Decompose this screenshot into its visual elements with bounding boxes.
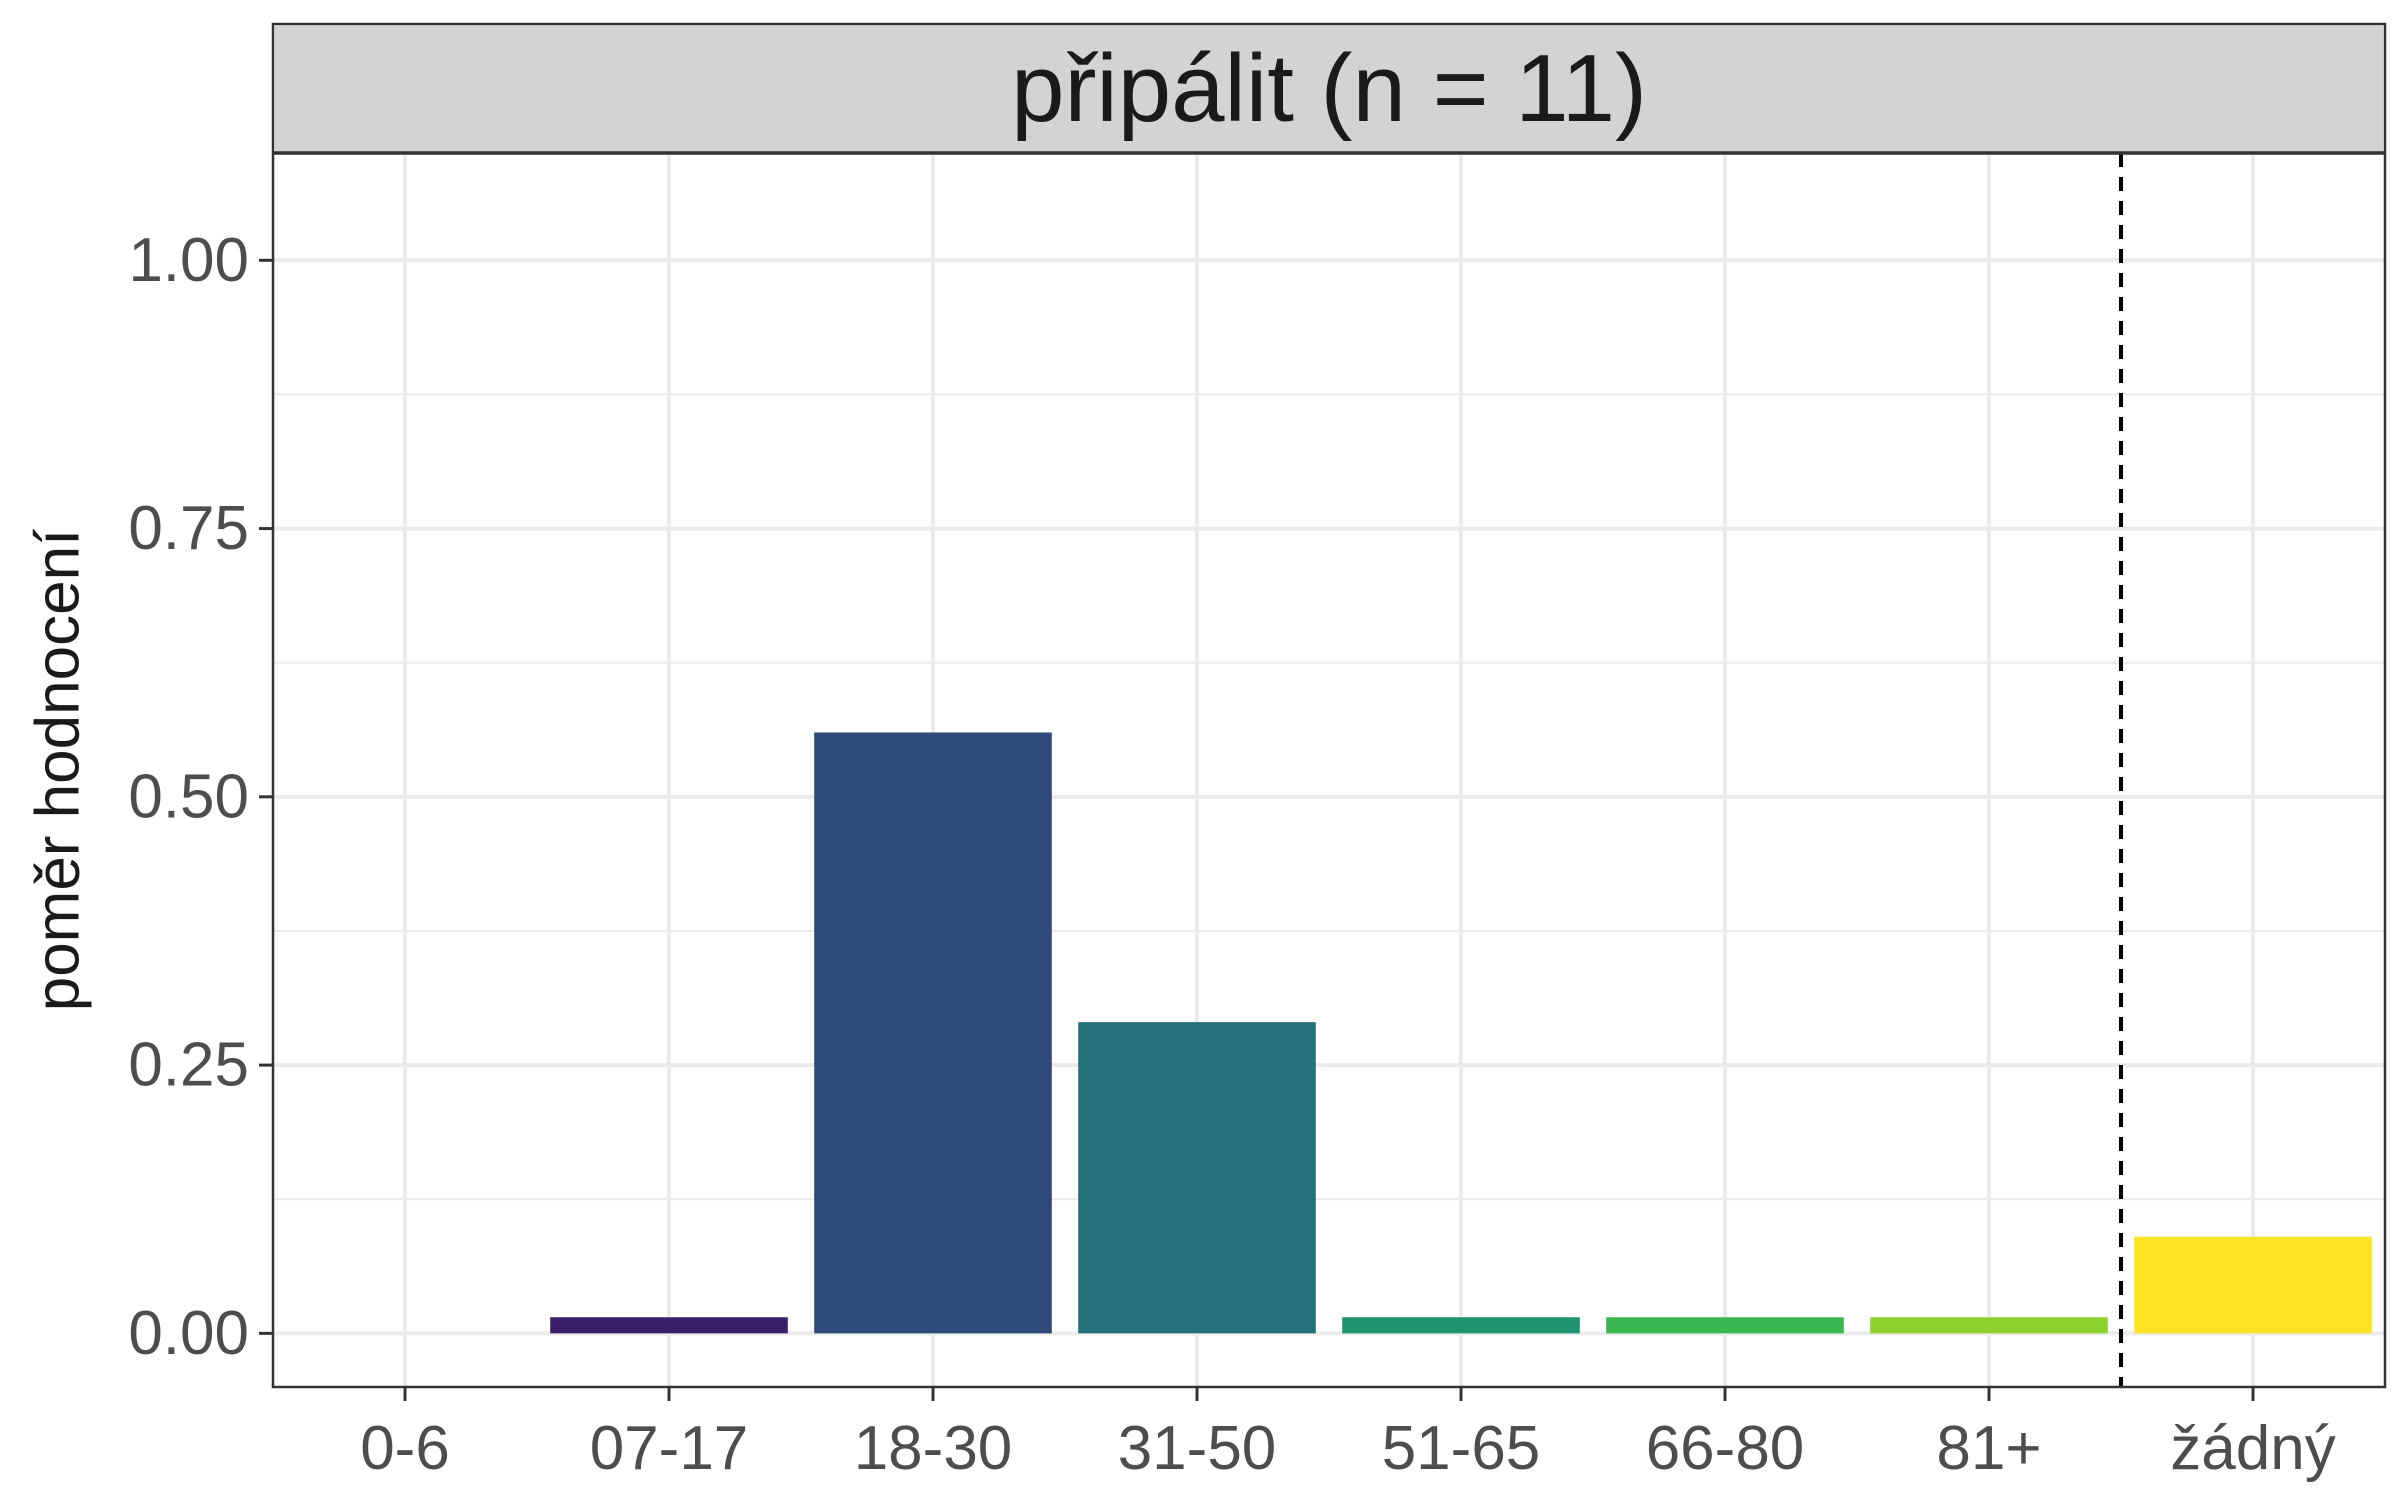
x-tick-label: žádný [2170, 1414, 2335, 1483]
x-tick-label: 07-17 [590, 1414, 749, 1483]
bar-07-17 [550, 1317, 788, 1334]
y-tick-label: 0.75 [128, 494, 249, 563]
x-tick-label: 31-50 [1118, 1414, 1277, 1483]
bar-31-50 [1078, 1022, 1316, 1334]
bar-18-30 [814, 732, 1052, 1334]
bar-žádný [2134, 1236, 2372, 1334]
y-tick-label: 0.25 [128, 1031, 249, 1100]
y-tick-label: 0.00 [128, 1299, 249, 1368]
chart-title: připálit (n = 11) [1011, 35, 1647, 142]
y-axis-title: poměr hodnocení [24, 529, 93, 1012]
y-tick-label: 1.00 [128, 226, 249, 295]
y-axis: 0.00 0.25 0.50 0.75 1.00 [128, 226, 273, 1368]
x-tick-label: 18-30 [854, 1414, 1013, 1483]
bar-51-65 [1342, 1317, 1580, 1334]
x-tick-label: 0-6 [360, 1414, 450, 1483]
grid-lines [273, 153, 2385, 1387]
bar-66-80 [1606, 1317, 1844, 1334]
x-tick-label: 51-65 [1382, 1414, 1541, 1483]
panel-border [271, 22, 2387, 1389]
x-tick-label: 81+ [1936, 1414, 2041, 1483]
bar-81+ [1870, 1317, 2108, 1334]
x-tick-label: 66-80 [1646, 1414, 1805, 1483]
y-tick-label: 0.50 [128, 762, 249, 831]
x-axis: 0-6 07-17 18-30 31-50 51-65 66-80 81+ žádný [360, 1387, 2336, 1483]
panel-background [273, 153, 2385, 1387]
strip-background [274, 25, 2384, 153]
bars [550, 732, 2372, 1334]
